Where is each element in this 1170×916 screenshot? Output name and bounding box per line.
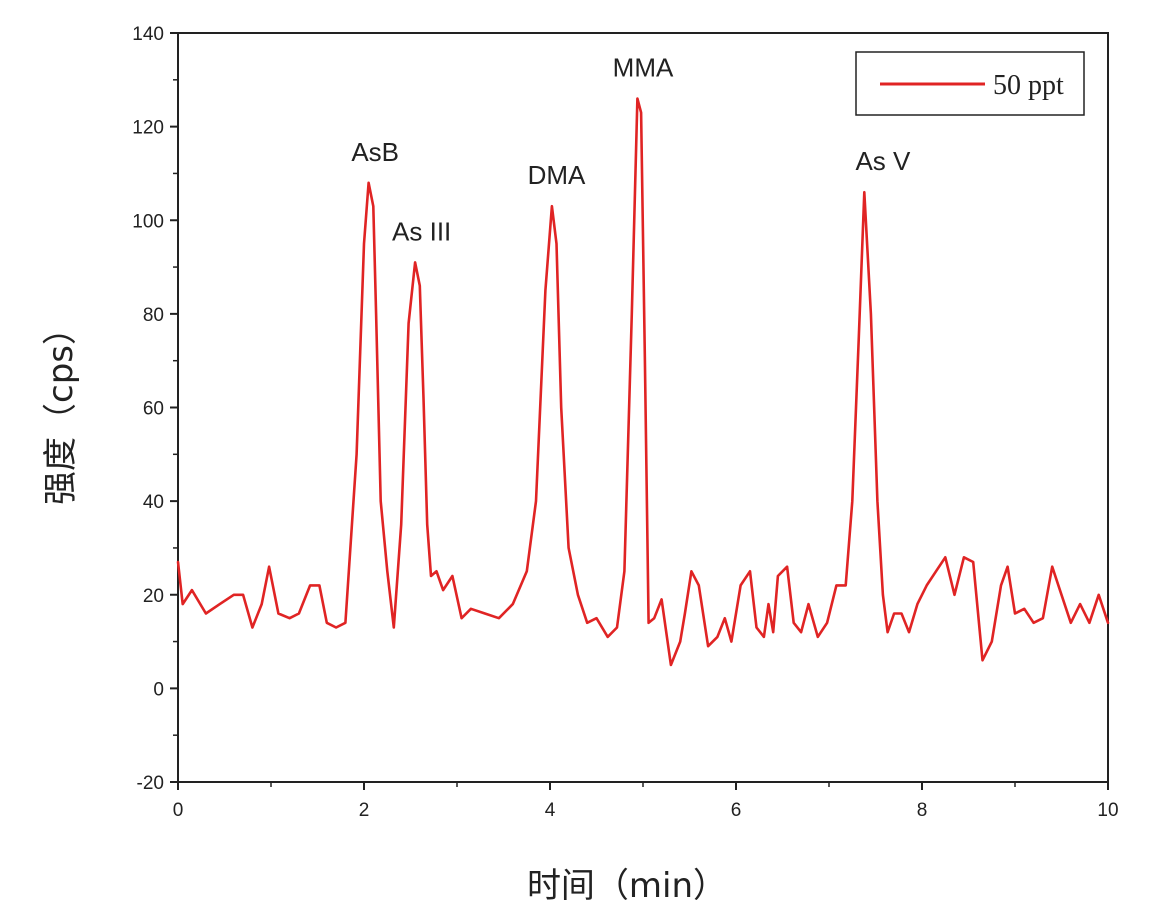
peak-label: DMA <box>528 160 586 190</box>
peak-annotations: AsB As III DMA MMA As V <box>351 53 911 247</box>
y-tick-label: -20 <box>137 773 164 794</box>
y-tick-label: 100 <box>132 211 164 232</box>
series-line-50ppt <box>176 97 1110 667</box>
x-tick-label: 2 <box>359 800 370 821</box>
y-tick-label: 140 <box>132 24 164 45</box>
peak-label: As V <box>855 146 911 176</box>
legend: 50 ppt <box>855 51 1085 116</box>
plot-frame <box>177 32 1109 783</box>
y-axis-title: 强度（cps） <box>41 311 81 505</box>
y-tick-label: 20 <box>143 586 164 607</box>
x-axis-title: 时间（min） <box>527 866 727 906</box>
x-tick-label: 0 <box>173 800 184 821</box>
legend-label: 50 ppt <box>993 70 1064 101</box>
y-tick-label: 0 <box>153 679 164 700</box>
series-layer <box>176 97 1110 667</box>
peak-label: MMA <box>613 53 674 83</box>
peak-label: AsB <box>351 137 399 167</box>
x-tick-label: 10 <box>1097 800 1118 821</box>
y-tick-label: 80 <box>143 305 164 326</box>
x-tick-label: 4 <box>545 800 556 821</box>
y-tick-label: 60 <box>143 399 164 420</box>
x-tick-label: 8 <box>917 800 928 821</box>
axes <box>177 32 1109 783</box>
x-tick-label: 6 <box>731 800 742 821</box>
peak-label: As III <box>392 216 451 246</box>
y-tick-label: 40 <box>143 492 164 513</box>
y-tick-label: 120 <box>132 118 164 139</box>
ticks: -20 0 20 40 60 80 100 120 140 0 2 4 6 8 10 <box>132 24 1118 821</box>
